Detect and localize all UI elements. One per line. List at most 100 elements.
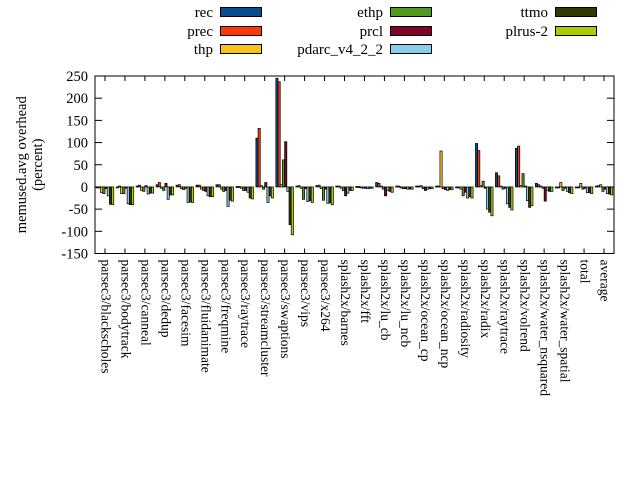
bar-prec-splash2x-lu-cb — [377, 183, 381, 188]
bar-plrus-2-splash2x-ocean-cp — [430, 186, 434, 190]
bar-plrus-2-splash2x-radiosity — [470, 186, 474, 199]
x-category-label-splash2x-lu-cb: splash2x/lu_cb — [378, 260, 393, 341]
bar-plrus-2-parsec3-dedup — [171, 186, 175, 196]
legend: rec prec thp ethp prcl pdarc_v4_2_2 ttmo plrus-… — [0, 0, 640, 64]
y-tick-label: 100 — [66, 136, 88, 152]
bar-plrus-2-total — [590, 186, 594, 194]
x-category-label-average: average — [598, 260, 613, 302]
bar-thp-splash2x-water-spatial — [559, 182, 563, 188]
bar-thp-splash2x-water-nsquared — [539, 185, 543, 188]
bar-plrus-2-splash2x-fft — [370, 186, 374, 189]
bar-prec-parsec3-x264 — [317, 184, 321, 188]
y-tick-label: -100 — [61, 224, 88, 240]
bar-plrus-2-splash2x-lu-cb — [390, 186, 394, 193]
bar-prec-splash2x-volrend — [517, 145, 521, 188]
bar-ethp-splash2x-volrend — [521, 173, 525, 188]
bar-prcl-splash2x-volrend — [523, 185, 527, 188]
bar-prcl-splash2x-water-nsquared — [543, 186, 547, 202]
bar-prec-parsec3-canneal — [137, 184, 141, 188]
bar-ethp-splash2x-water-spatial — [561, 186, 565, 191]
bar-prec-parsec3-dedup — [157, 182, 161, 188]
y-tick-label: 200 — [66, 91, 88, 107]
bar-prec-parsec3-bodytrack — [117, 185, 121, 188]
plot-border — [94, 75, 615, 254]
x-category-label-parsec3-fluidanimate: parsec3/fluidanimate — [198, 260, 213, 373]
y-tick-label: -50 — [69, 202, 88, 218]
legend-label-prec: prec — [187, 23, 213, 40]
bar-plrus-2-parsec3-facesim — [191, 186, 194, 203]
bar-thp-average — [599, 184, 603, 188]
x-category-label-parsec3-facesim: parsec3/facesim — [178, 260, 193, 347]
bar-ethp-parsec3-canneal — [142, 186, 146, 192]
bar-ethp-parsec3-blackscholes — [102, 186, 106, 194]
legend-swatch-pdarc-v4-2-2 — [390, 44, 432, 54]
bar-thp-splash2x-lu-cb — [379, 185, 383, 188]
bar-ethp-parsec3-streamcluster — [262, 186, 266, 190]
bar-prec-parsec3-vips — [297, 185, 301, 188]
x-category-label-parsec3-freqmine: parsec3/freqmine — [218, 260, 233, 354]
x-category-label-splash2x-ocean-cp: splash2x/ocean_cp — [418, 260, 433, 362]
bar-thp-parsec3-streamcluster — [259, 185, 263, 188]
x-category-label-splash2x-radiosity: splash2x/radiosity — [458, 260, 473, 358]
legend-swatch-rec — [220, 7, 262, 17]
x-category-label-splash2x-lu-ncb: splash2x/lu_ncb — [398, 260, 413, 348]
bar-plrus-2-parsec3-streamcluster — [270, 186, 274, 199]
y-tick-label: 250 — [66, 69, 88, 85]
bar-thp-splash2x-ocean-ncp — [439, 150, 443, 188]
x-category-label-parsec3-x264: parsec3/x264 — [318, 260, 333, 332]
legend-swatch-thp — [220, 44, 262, 54]
bar-ethp-parsec3-vips — [302, 186, 305, 200]
bar-prec-splash2x-water-spatial — [557, 186, 561, 189]
legend-swatch-prec — [220, 25, 262, 36]
bar-ethp-parsec3-dedup — [162, 186, 166, 191]
bar-prcl-splash2x-lu-cb — [384, 186, 387, 197]
bar-prec-parsec3-swaptions — [277, 81, 281, 188]
legend-swatch-plrus-2 — [555, 25, 597, 36]
bar-plrus-2-splash2x-raytrace — [510, 186, 514, 211]
legend-label-rec: rec — [194, 5, 213, 21]
x-category-label-parsec3-vips: parsec3/vips — [298, 260, 313, 327]
bar-plrus-2-splash2x-lu-ncb — [410, 186, 414, 190]
bar-plrus-2-parsec3-swaptions — [290, 186, 294, 236]
bar-rec-parsec3-bodytrack — [115, 186, 119, 189]
bar-prcl-parsec3-swaptions — [284, 141, 288, 188]
bar-prec-parsec3-streamcluster — [257, 128, 261, 188]
bar-plrus-2-parsec3-canneal — [151, 186, 155, 194]
y-tick-label: 0 — [81, 180, 88, 196]
legend-label-thp: thp — [193, 42, 213, 58]
bar-ethp-parsec3-bodytrack — [122, 186, 126, 194]
bar-plrus-2-splash2x-ocean-ncp — [450, 186, 454, 190]
x-category-label-parsec3-streamcluster: parsec3/streamcluster — [258, 260, 273, 377]
y-axis-title: memused.avg overhead(percent) — [14, 96, 46, 234]
bar-prec-parsec3-fluidanimate — [197, 184, 201, 188]
legend-label-ttmo: ttmo — [520, 5, 548, 21]
x-category-label-total: total — [578, 260, 593, 284]
bar-prec-total — [577, 186, 581, 189]
x-category-label-parsec3-raytrace: parsec3/raytrace — [238, 260, 253, 348]
x-category-label-splash2x-volrend: splash2x/volrend — [518, 260, 533, 352]
bar-prcl-parsec3-dedup — [164, 183, 168, 188]
x-category-label-splash2x-fft: splash2x/fft — [358, 260, 373, 324]
bar-plrus-2-parsec3-freqmine — [231, 186, 234, 202]
bar-plrus-2-parsec3-fluidanimate — [211, 186, 214, 198]
bar-ethp-parsec3-x264 — [322, 186, 325, 201]
bar-plrus-2-parsec3-blackscholes — [111, 186, 115, 206]
bar-plrus-2-average — [610, 186, 614, 196]
bar-plrus-2-splash2x-water-spatial — [570, 186, 574, 194]
x-category-label-splash2x-water-nsquared: splash2x/water_nsquared — [538, 260, 553, 397]
bar-plrus-2-parsec3-vips — [310, 186, 314, 203]
bar-prec-parsec3-freqmine — [217, 184, 221, 188]
bar-prec-splash2x-barnes — [337, 185, 341, 188]
legend-swatch-prcl — [390, 25, 432, 36]
bar-plrus-2-splash2x-barnes — [350, 186, 354, 191]
x-category-label-splash2x-raytrace: splash2x/raytrace — [498, 260, 513, 354]
bar-prcl-parsec3-streamcluster — [264, 182, 268, 188]
legend-label-prcl: prcl — [359, 23, 383, 40]
legend-swatch-ttmo — [555, 7, 597, 17]
bar-plrus-2-splash2x-radix — [490, 186, 494, 217]
bar-prec-splash2x-lu-ncb — [397, 185, 401, 188]
bar-prec-parsec3-facesim — [177, 184, 181, 188]
x-category-label-splash2x-barnes: splash2x/barnes — [338, 260, 353, 346]
